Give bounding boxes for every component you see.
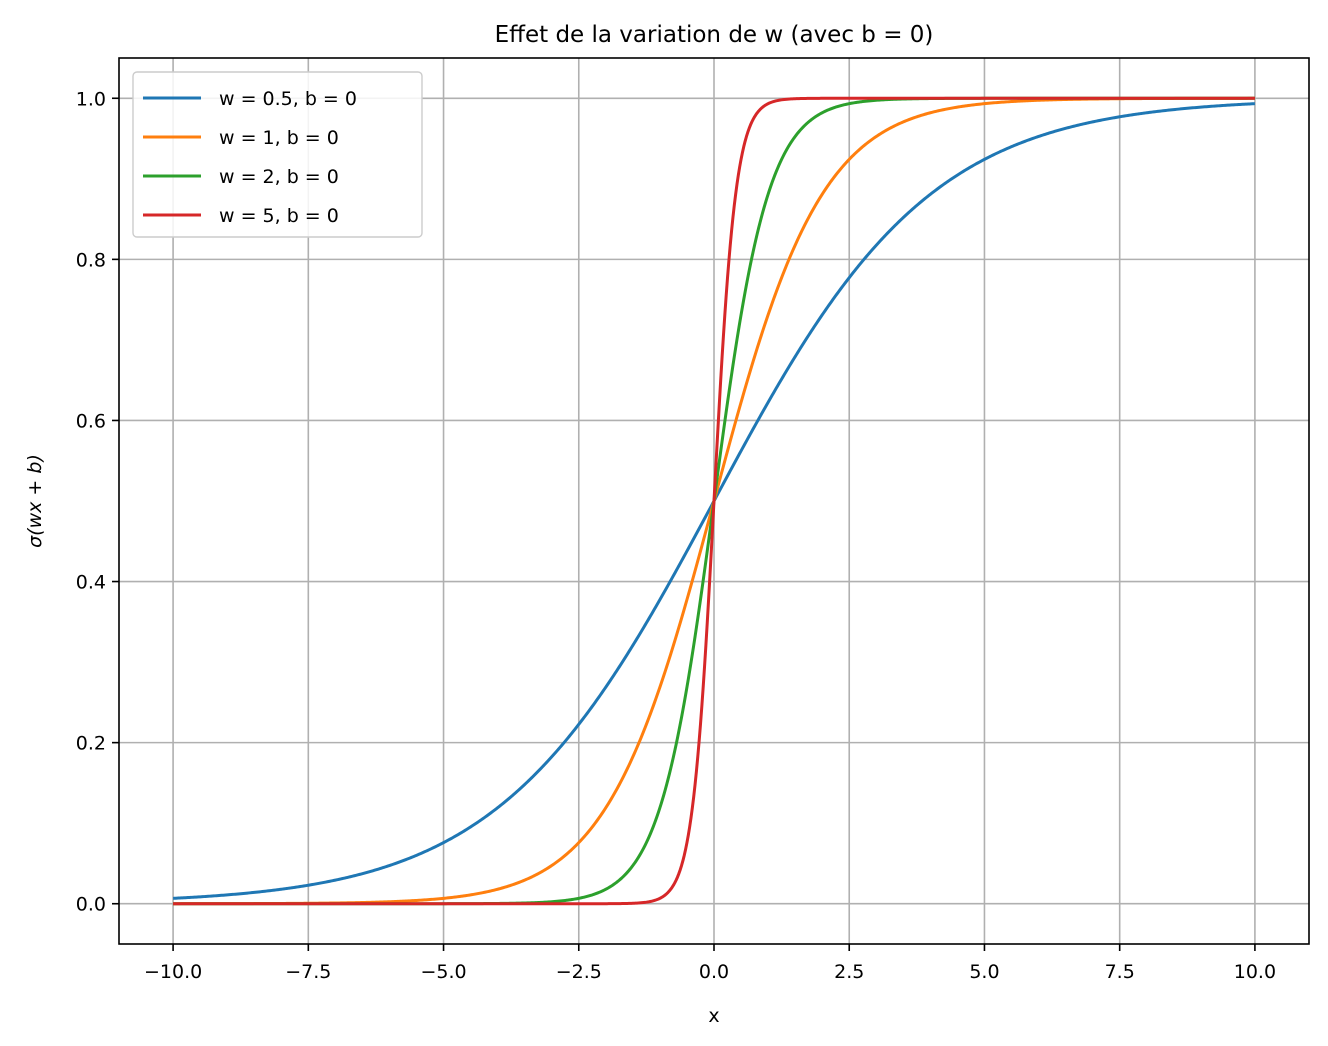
legend-label-4: w = 5, b = 0 bbox=[219, 205, 339, 227]
x-tick-label: 7.5 bbox=[1105, 961, 1135, 983]
x-axis-label: x bbox=[708, 1005, 719, 1027]
grid bbox=[119, 58, 1309, 944]
x-tick-label: 5.0 bbox=[969, 961, 999, 983]
x-tick-label: 2.5 bbox=[834, 961, 864, 983]
x-tick-label: 0.0 bbox=[699, 961, 729, 983]
legend-label-3: w = 2, b = 0 bbox=[219, 166, 339, 188]
chart-title: Effet de la variation de w (avec b = 0) bbox=[495, 22, 934, 48]
x-tick-label: −10.0 bbox=[144, 961, 202, 983]
y-tick-label: 0.0 bbox=[76, 894, 106, 916]
y-tick-label: 0.8 bbox=[76, 249, 106, 271]
ticks: −10.0 −7.5 −5.0 −2.5 0.0 2.5 5.0 7.5 10.0 0.0 0.2 0… bbox=[76, 88, 1276, 983]
x-tick-label: 10.0 bbox=[1234, 961, 1276, 983]
y-tick-label: 1.0 bbox=[76, 88, 106, 110]
legend-label-1: w = 0.5, b = 0 bbox=[219, 88, 357, 110]
y-tick-label: 0.6 bbox=[76, 410, 106, 432]
y-tick-label: 0.2 bbox=[76, 733, 106, 755]
y-axis-label: σ(wx + b) bbox=[24, 454, 46, 548]
series-group bbox=[172, 96, 1256, 906]
legend-label-2: w = 1, b = 0 bbox=[219, 127, 339, 149]
legend: w = 0.5, b = 0 w = 1, b = 0 w = 2, b = 0 w … bbox=[132, 71, 423, 238]
y-tick-label: 0.4 bbox=[76, 572, 106, 594]
x-tick-label: −7.5 bbox=[285, 961, 331, 983]
x-tick-label: −5.0 bbox=[420, 961, 466, 983]
legend-box bbox=[132, 71, 423, 238]
x-tick-label: −2.5 bbox=[556, 961, 602, 983]
series-line-4 bbox=[172, 96, 1256, 906]
